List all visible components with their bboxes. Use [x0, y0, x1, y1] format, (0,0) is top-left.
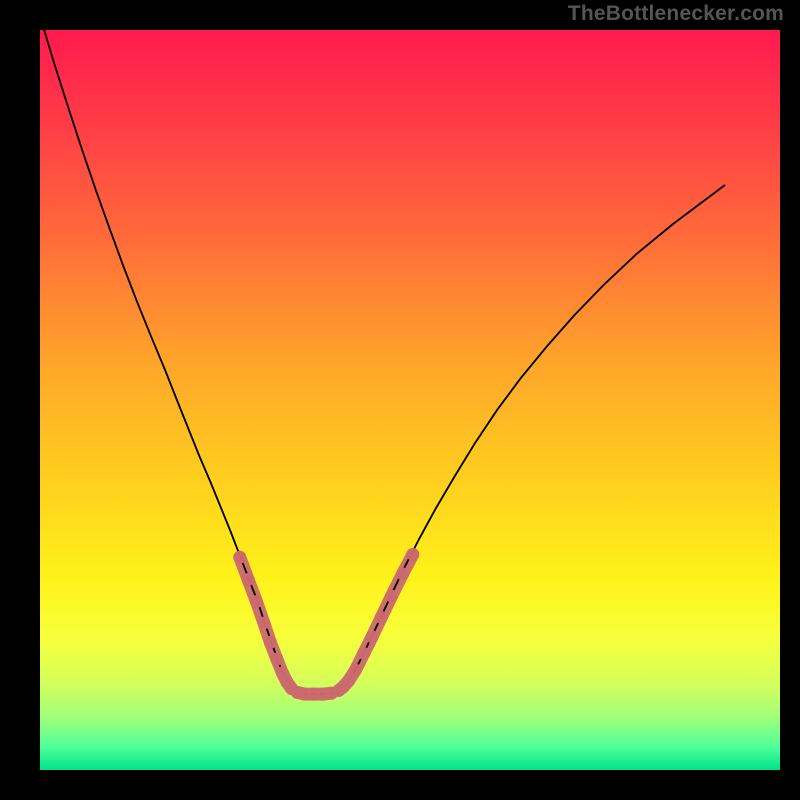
highlight-dot-2-3 [349, 664, 362, 677]
highlight-dot-0-5 [270, 653, 283, 666]
highlight-dot-0-4 [264, 636, 277, 649]
highlight-dot-2-8 [396, 567, 409, 580]
highlight-dot-2-5 [366, 630, 379, 643]
highlight-dot-0-3 [257, 616, 270, 629]
chart-frame: TheBottlenecker.com [0, 0, 800, 800]
highlight-dot-2-4 [357, 647, 370, 660]
plot-area [40, 30, 780, 770]
highlight-dot-2-7 [385, 590, 398, 603]
highlight-dot-0-0 [233, 551, 246, 564]
highlight-dot-0-1 [242, 573, 255, 586]
watermark-text: TheBottlenecker.com [568, 2, 784, 26]
chart-svg [40, 30, 780, 770]
highlight-dot-2-9 [406, 548, 419, 561]
highlight-dot-2-6 [375, 611, 388, 624]
highlight-dot-0-2 [250, 595, 263, 608]
bottleneck-curve [40, 16, 725, 694]
